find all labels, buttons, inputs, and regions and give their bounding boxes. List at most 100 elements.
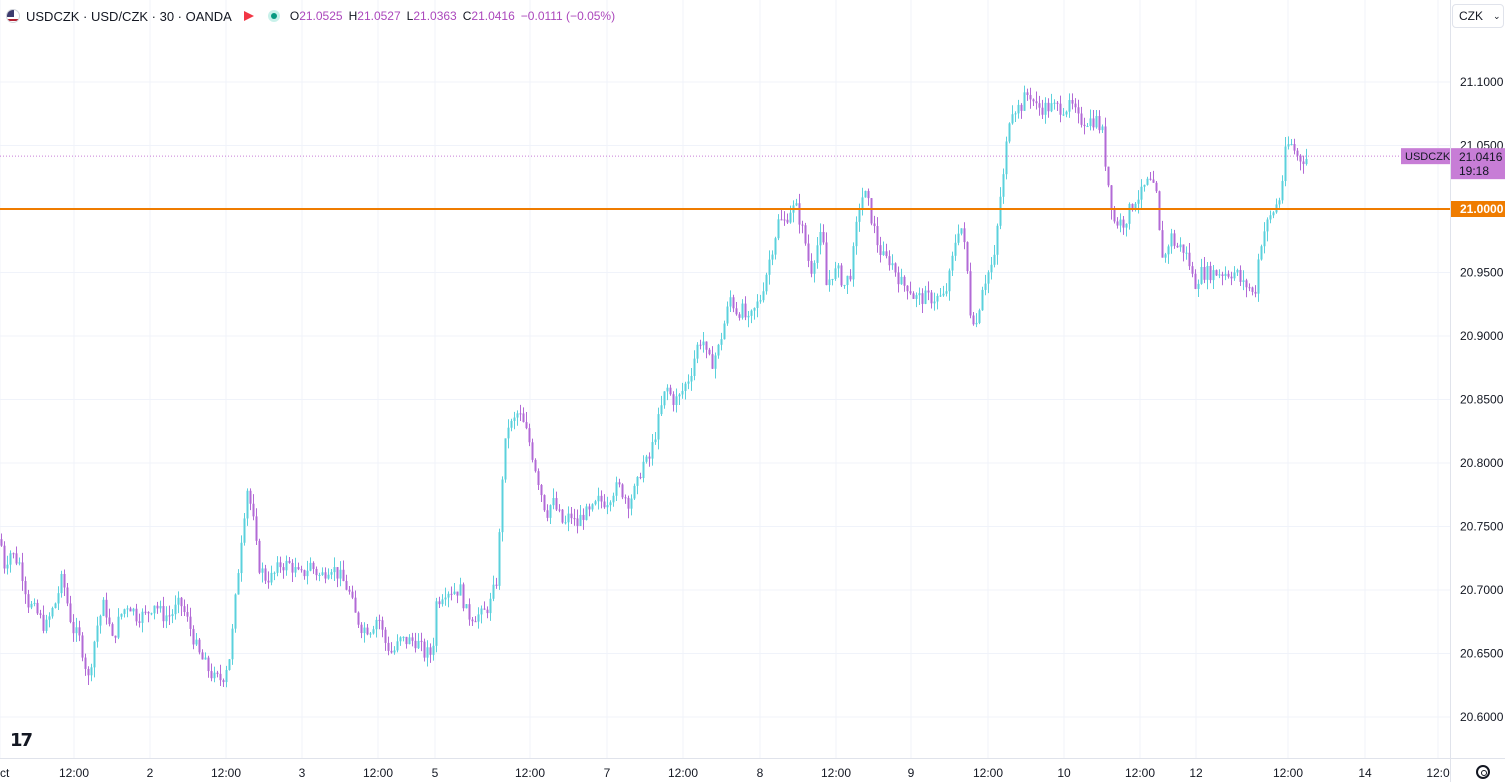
candle-up bbox=[1206, 265, 1209, 280]
candle-up bbox=[768, 259, 771, 275]
candle-up bbox=[372, 629, 375, 634]
candle-down bbox=[1182, 244, 1185, 253]
candle-up bbox=[99, 615, 102, 626]
candle-up bbox=[1011, 114, 1014, 124]
candle-down bbox=[420, 640, 423, 642]
candle-down bbox=[144, 611, 147, 613]
candle-down bbox=[1302, 161, 1305, 165]
candle-up bbox=[453, 591, 456, 594]
candle-up bbox=[843, 285, 846, 287]
candle-up bbox=[948, 270, 951, 292]
candle-up bbox=[465, 604, 468, 609]
candle-down bbox=[840, 265, 843, 286]
x-tick-label: 2 bbox=[147, 766, 154, 780]
candle-down bbox=[198, 639, 201, 653]
candle-up bbox=[846, 275, 849, 286]
candle-up bbox=[90, 667, 93, 676]
candle-up bbox=[657, 414, 660, 440]
candle-up bbox=[789, 212, 792, 223]
candle-up bbox=[402, 636, 405, 638]
candle-up bbox=[273, 572, 276, 574]
candle-down bbox=[561, 509, 564, 523]
candle-down bbox=[216, 672, 219, 674]
candle-down bbox=[138, 621, 141, 623]
candle-down bbox=[252, 503, 255, 517]
candle-down bbox=[801, 224, 804, 226]
candle-down bbox=[1152, 179, 1155, 183]
close-value: C21.0416 bbox=[462, 9, 515, 23]
candle-up bbox=[309, 562, 312, 571]
candle-up bbox=[117, 616, 120, 638]
candle-up bbox=[171, 614, 174, 617]
candle-down bbox=[894, 263, 897, 273]
candle-up bbox=[567, 513, 570, 523]
candle-down bbox=[1209, 265, 1212, 281]
candle-up bbox=[9, 553, 12, 565]
candle-down bbox=[972, 315, 975, 325]
candle-up bbox=[891, 263, 894, 266]
candle-up bbox=[93, 641, 96, 668]
candle-down bbox=[24, 580, 27, 595]
x-tick-label: 12:00 bbox=[515, 766, 545, 780]
candle-down bbox=[36, 602, 39, 614]
candle-up bbox=[30, 603, 33, 608]
candle-down bbox=[351, 591, 354, 598]
red-flag-icon[interactable] bbox=[243, 11, 254, 21]
candle-down bbox=[1056, 102, 1059, 104]
candle-down bbox=[624, 497, 627, 499]
candle-up bbox=[999, 196, 1002, 226]
candle-up bbox=[285, 560, 288, 571]
candle-down bbox=[522, 413, 525, 423]
currency-selector[interactable]: CZK ⌄ bbox=[1452, 4, 1504, 28]
y-tick-label: 20.7000 bbox=[1460, 583, 1504, 597]
candle-up bbox=[924, 290, 927, 304]
candle-down bbox=[486, 609, 489, 614]
symbol-title[interactable]: USDCZK · USD/CZK · 30 · OANDA bbox=[26, 8, 232, 24]
candle-down bbox=[531, 442, 534, 460]
candle-up bbox=[750, 310, 753, 316]
candle-down bbox=[192, 628, 195, 645]
candle-up bbox=[1290, 143, 1293, 145]
candle-up bbox=[645, 456, 648, 462]
settings-icon[interactable] bbox=[1476, 765, 1490, 779]
tradingview-logo-icon[interactable]: 17 bbox=[10, 730, 33, 751]
candle-down bbox=[468, 604, 471, 620]
candle-up bbox=[1014, 113, 1017, 115]
candle-up bbox=[1260, 246, 1263, 260]
candle-down bbox=[324, 572, 327, 579]
candle-up bbox=[477, 614, 480, 622]
candle-up bbox=[234, 594, 237, 629]
candle-down bbox=[1230, 276, 1233, 279]
candle-up bbox=[1089, 118, 1092, 127]
candle-down bbox=[1239, 269, 1242, 282]
candle-up bbox=[1185, 252, 1188, 254]
candle-up bbox=[1236, 269, 1239, 273]
candle-down bbox=[822, 232, 825, 243]
candle-down bbox=[315, 568, 318, 576]
candle-up bbox=[294, 567, 297, 573]
candle-down bbox=[264, 568, 267, 581]
candle-down bbox=[414, 640, 417, 649]
candle-up bbox=[597, 495, 600, 502]
candle-down bbox=[1245, 280, 1248, 288]
candle-down bbox=[249, 490, 252, 504]
candle-up bbox=[306, 570, 309, 577]
candle-down bbox=[1083, 124, 1086, 127]
candle-up bbox=[834, 268, 837, 279]
candle-down bbox=[1149, 178, 1152, 180]
candle-down bbox=[708, 349, 711, 355]
candle-up bbox=[552, 498, 555, 506]
candle-down bbox=[885, 251, 888, 257]
candle-up bbox=[417, 640, 420, 649]
candle-down bbox=[870, 198, 873, 224]
candle-up bbox=[642, 461, 645, 479]
candle-up bbox=[714, 355, 717, 369]
alert-price-box[interactable] bbox=[1451, 201, 1505, 217]
candle-up bbox=[6, 564, 9, 569]
candle-down bbox=[1194, 273, 1197, 289]
candle-up bbox=[75, 627, 78, 634]
candle-up bbox=[939, 295, 942, 297]
candle-down bbox=[570, 513, 573, 519]
candle-up bbox=[150, 613, 153, 615]
